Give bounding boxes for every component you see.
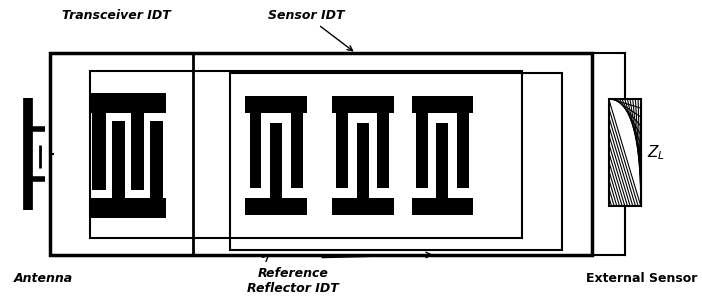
Text: Reference
Reflector IDT: Reference Reflector IDT [247, 267, 338, 295]
Bar [457, 113, 469, 188]
Text: Antenna: Antenna [13, 272, 73, 285]
Bar [411, 96, 473, 113]
Bar [89, 198, 166, 218]
Bar [50, 53, 592, 255]
Bar [245, 96, 307, 113]
Text: Transceiver IDT: Transceiver IDT [62, 9, 171, 22]
Bar [50, 53, 193, 255]
Bar [90, 71, 522, 238]
Bar [89, 93, 166, 113]
Bar [230, 73, 562, 250]
Bar [93, 113, 106, 190]
Bar [249, 113, 261, 188]
Bar [609, 99, 641, 206]
Bar [357, 123, 369, 197]
Bar [331, 96, 394, 113]
Bar [270, 123, 282, 197]
Text: Sensor IDT: Sensor IDT [267, 9, 352, 51]
Bar [336, 113, 348, 188]
Bar [331, 197, 394, 215]
Text: $Z_L$: $Z_L$ [647, 143, 665, 162]
Bar [377, 113, 389, 188]
Bar [411, 197, 473, 215]
Text: External Sensor: External Sensor [586, 272, 698, 285]
Bar [291, 113, 303, 188]
Bar [150, 121, 163, 198]
Bar [416, 113, 428, 188]
Bar [112, 121, 125, 198]
Bar [245, 197, 307, 215]
Bar [131, 113, 144, 190]
Bar [437, 123, 449, 197]
